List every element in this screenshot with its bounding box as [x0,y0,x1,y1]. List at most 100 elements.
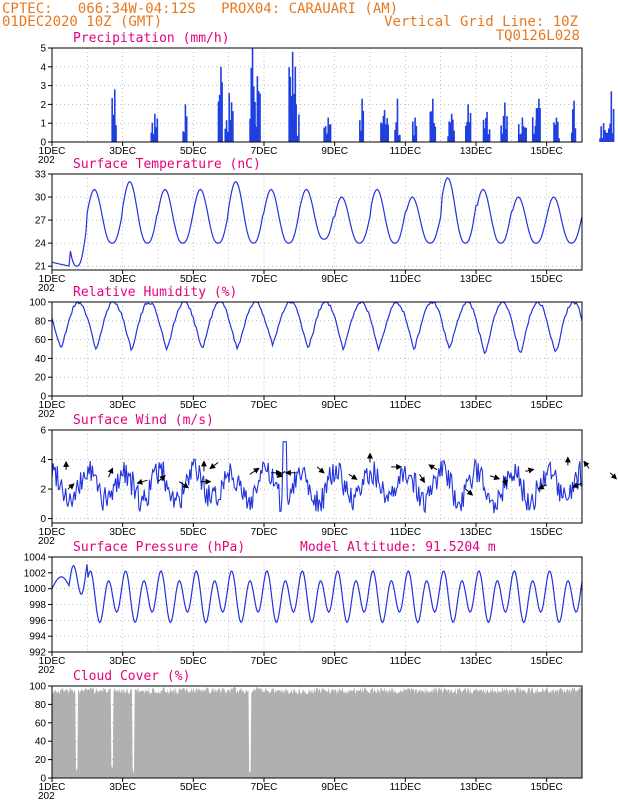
y-tick-label: 1002 [24,568,47,579]
precip-bar [534,125,537,142]
y-tick-label: 5 [40,44,46,55]
precip-bar [412,135,415,142]
plot-border [51,173,583,271]
y-tick-label: 1004 [24,553,47,564]
precip-bar [229,120,232,142]
wind-arrow [348,473,358,480]
precip-bar [447,136,449,142]
wind-arrow [428,464,438,471]
x-tick-label: 9DEC [321,527,348,538]
precip-bar [412,121,414,142]
precip-bar [288,67,290,142]
x-year-label: 202 [38,791,55,800]
x-tick-label: 3DEC [109,527,136,538]
precip-bar [225,120,228,142]
y-tick-label: 0 [40,138,46,149]
precip-bar [296,135,299,142]
precip-bar [502,115,505,142]
precip-bar [558,138,560,142]
y-tick-label: 100 [29,298,46,309]
wind-arrow [178,481,190,489]
panel-title: Precipitation (mm/h) [73,31,230,46]
x-tick-label: 11DEC [390,656,422,667]
x-year-label: 202 [38,536,55,547]
panel-title: Relative Humidity (%) [73,285,237,300]
precip-bar [259,93,261,142]
y-tick-label: 20 [35,373,47,384]
precip-bar [533,133,535,142]
precip-bar [361,98,363,142]
precip-bar [469,113,472,142]
x-tick-label: 3DEC [109,274,136,285]
precip-bar [257,91,260,142]
precip-bar [217,101,220,142]
precip-bar [574,128,577,142]
precip-bar [329,124,332,142]
x-tick-label: 5DEC [180,527,207,538]
precip-bar [290,95,293,142]
x-tick-label: 15DEC [531,400,563,411]
grid [51,429,583,523]
precip-bar [289,76,292,142]
precip-bar [221,82,223,142]
precip-bar [327,117,330,142]
y-tick-label: 20 [35,755,47,766]
precip-bar [525,127,527,142]
y-tick-label: 1000 [24,584,47,595]
y-tick-label: 33 [35,170,47,181]
precip-bar [539,108,541,142]
precip-bar [482,119,485,142]
precip-bar [519,134,521,142]
x-tick-label: 1DEC [39,656,66,667]
precip-bar [414,117,416,142]
precip-bar [397,135,400,142]
x-tick-label: 11DEC [390,527,422,538]
x-tick-label: 7DEC [251,782,278,793]
precip-bar [557,121,559,142]
wind-arrow [583,460,590,469]
precip-bar [432,98,434,142]
precip-bar [524,127,526,142]
x-tick-label: 1DEC [39,782,66,793]
x-year-label: 202 [38,283,55,294]
precip-bar [486,111,488,142]
precip-bar [485,117,487,142]
y-tick-label: 1 [40,119,46,130]
x-tick-label: 9DEC [321,656,348,667]
x-tick-label: 3DEC [109,656,136,667]
plot-border [51,685,583,779]
x-tick-label: 7DEC [251,400,278,411]
wind-arrow [276,470,286,478]
x-tick-label: 1DEC [39,146,66,157]
panel-3: 0 2 4 6 1DEC 3DEC 5DEC 7DEC 9DEC 11DEC 13DEC 15DEC 2… [38,413,617,547]
precip-bar [254,101,256,142]
x-tick-label: 15DEC [531,274,563,285]
precip-bar [517,124,520,142]
precip-bar [605,132,607,142]
x-tick-label: 7DEC [251,274,278,285]
header-grid-note: Vertical Grid Line: 10Z [384,14,578,30]
precip-bar [522,126,525,142]
x-tick-label: 13DEC [460,146,492,157]
wind-arrow [537,483,547,490]
precip-bar [228,93,231,142]
precip-bar [554,124,557,142]
precip-bar [381,123,384,142]
precip-bar [112,114,115,142]
precip-bar [250,67,253,142]
precip-bar [294,128,296,142]
header-run-date: 01DEC2020 10Z (GMT) [2,14,162,30]
x-tick-label: 11DEC [390,782,422,793]
y-tick-label: 992 [29,648,46,659]
precip-bar [555,117,558,142]
x-tick-label: 9DEC [321,274,348,285]
humidity-line [51,301,583,355]
wind-arrow [249,467,260,475]
precip-bar [249,118,251,142]
precip-bar [602,123,605,142]
precip-bar [553,122,555,142]
precip-bar [326,133,328,142]
plot-border [51,47,583,143]
precip-bar [384,124,387,142]
x-tick-label: 13DEC [460,782,492,793]
